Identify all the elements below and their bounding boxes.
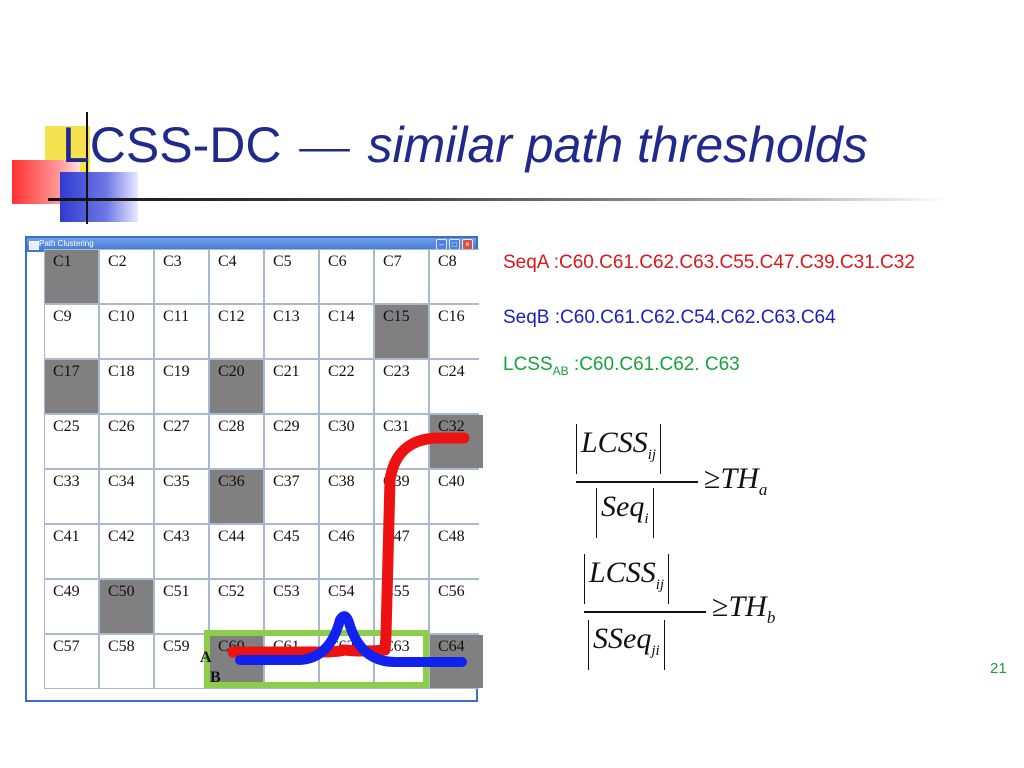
grid-cell[interactable]: C34: [100, 470, 153, 523]
grid-cell[interactable]: C25: [45, 415, 98, 468]
grid-cell[interactable]: C56: [430, 580, 483, 633]
grid-cell[interactable]: C36: [210, 470, 263, 523]
grid-cell[interactable]: C63: [375, 635, 428, 688]
grid-cell[interactable]: C22: [320, 360, 373, 413]
grid-cell[interactable]: C53: [265, 580, 318, 633]
seq-b-text: SeqB :C60.C61.C62.C54.C62.C63.C64: [503, 307, 836, 328]
title-accent-vertical-line: [86, 112, 88, 224]
grid-cell[interactable]: C15: [375, 305, 428, 358]
lcss-value: :C60.C61.C62. C63: [568, 354, 740, 375]
grid-cell[interactable]: C17: [45, 360, 98, 413]
grid-cell[interactable]: C1: [45, 250, 98, 303]
grid-cell[interactable]: C10: [100, 305, 153, 358]
grid-cell[interactable]: C55: [375, 580, 428, 633]
grid-cell[interactable]: C33: [45, 470, 98, 523]
lcss-subscript: AB: [552, 363, 569, 378]
grid-cell[interactable]: C20: [210, 360, 263, 413]
seq-a-text: SeqA :C60.C61.C62.C63.C55.C47.C39.C31.C3…: [503, 252, 915, 273]
grid-cell[interactable]: C21: [265, 360, 318, 413]
grid-cell[interactable]: C26: [100, 415, 153, 468]
grid-cell[interactable]: C30: [320, 415, 373, 468]
title-main: LCSS-DC: [62, 117, 282, 173]
grid-cell[interactable]: C52: [210, 580, 263, 633]
grid-cell[interactable]: C16: [430, 305, 483, 358]
grid-cell[interactable]: C38: [320, 470, 373, 523]
formula-a-relation: ≥THa: [704, 462, 768, 499]
grid-cell[interactable]: C47: [375, 525, 428, 578]
formula-b-denominator: SSeqji: [588, 620, 665, 670]
grid-cell[interactable]: C18: [100, 360, 153, 413]
cell-grid: C1 C2 C3 C4 C5 C6 C7 C8 C9 C10 C11 C12 C13 C14 C15 C16 C…: [44, 249, 483, 689]
grid-cell[interactable]: C44: [210, 525, 263, 578]
formula-b-numerator: LCSSij: [584, 554, 670, 604]
grid-cell[interactable]: C60: [210, 635, 263, 688]
grid-cell[interactable]: C5: [265, 250, 318, 303]
lcss-label: LCSS: [503, 354, 553, 375]
grid-cell[interactable]: C59: [155, 635, 208, 688]
path-clustering-window: Path Clustering – □ × C1 C2 C3 C4 C5 C6 C7 C8 C9…: [25, 236, 483, 702]
grid-cell[interactable]: C41: [45, 525, 98, 578]
window-title: Path Clustering: [39, 239, 94, 248]
grid-cell[interactable]: C57: [45, 635, 98, 688]
title-underline: [48, 198, 948, 201]
grid-cell[interactable]: C6: [320, 250, 373, 303]
grid-cell[interactable]: C32: [430, 415, 483, 468]
grid-cell[interactable]: C51: [155, 580, 208, 633]
grid-cell[interactable]: C48: [430, 525, 483, 578]
grid-cell[interactable]: C12: [210, 305, 263, 358]
lcss-ab-text: LCSSAB :C60.C61.C62. C63: [503, 354, 740, 378]
grid-cell[interactable]: C28: [210, 415, 263, 468]
grid-cell[interactable]: C24: [430, 360, 483, 413]
grid-cell[interactable]: C43: [155, 525, 208, 578]
formula-a-fraction-bar: [576, 481, 698, 483]
grid-cell[interactable]: C58: [100, 635, 153, 688]
grid-cell[interactable]: C9: [45, 305, 98, 358]
title-dash: —: [299, 117, 350, 173]
grid-cell[interactable]: C49: [45, 580, 98, 633]
slide-title: LCSS-DC — similar path thresholds: [62, 114, 868, 176]
formula-b-relation: ≥THb: [712, 590, 776, 627]
formula-b-fraction-bar: [584, 611, 706, 613]
grid-cell[interactable]: C40: [430, 470, 483, 523]
grid-cell[interactable]: C3: [155, 250, 208, 303]
grid-cell[interactable]: C14: [320, 305, 373, 358]
formula-a-denominator: Seqi: [596, 488, 654, 538]
grid-cell[interactable]: C37: [265, 470, 318, 523]
grid-cell[interactable]: C8: [430, 250, 483, 303]
grid-cell[interactable]: C50: [100, 580, 153, 633]
grid-cell[interactable]: C2: [100, 250, 153, 303]
formula-a-numerator: LCSSij: [576, 424, 662, 474]
grid-cell[interactable]: C42: [100, 525, 153, 578]
title-subtitle: similar path thresholds: [367, 117, 868, 173]
grid-cell[interactable]: C19: [155, 360, 208, 413]
grid-cell[interactable]: C64: [430, 635, 483, 688]
app-icon: [29, 241, 39, 250]
grid-cell[interactable]: C39: [375, 470, 428, 523]
grid-cell[interactable]: C23: [375, 360, 428, 413]
grid-cell[interactable]: C54: [320, 580, 373, 633]
grid-cell[interactable]: C11: [155, 305, 208, 358]
grid-cell[interactable]: C61: [265, 635, 318, 688]
grid-cell[interactable]: C4: [210, 250, 263, 303]
page-number: 21: [990, 660, 1007, 677]
title-accent-blue-square: [60, 172, 138, 222]
grid-cell[interactable]: C45: [265, 525, 318, 578]
grid-cell[interactable]: C62: [320, 635, 373, 688]
grid-cell[interactable]: C27: [155, 415, 208, 468]
grid-cell[interactable]: C13: [265, 305, 318, 358]
grid-cell[interactable]: C7: [375, 250, 428, 303]
grid-cell[interactable]: C35: [155, 470, 208, 523]
grid-cell[interactable]: C29: [265, 415, 318, 468]
grid-cell[interactable]: C46: [320, 525, 373, 578]
grid-cell[interactable]: C31: [375, 415, 428, 468]
